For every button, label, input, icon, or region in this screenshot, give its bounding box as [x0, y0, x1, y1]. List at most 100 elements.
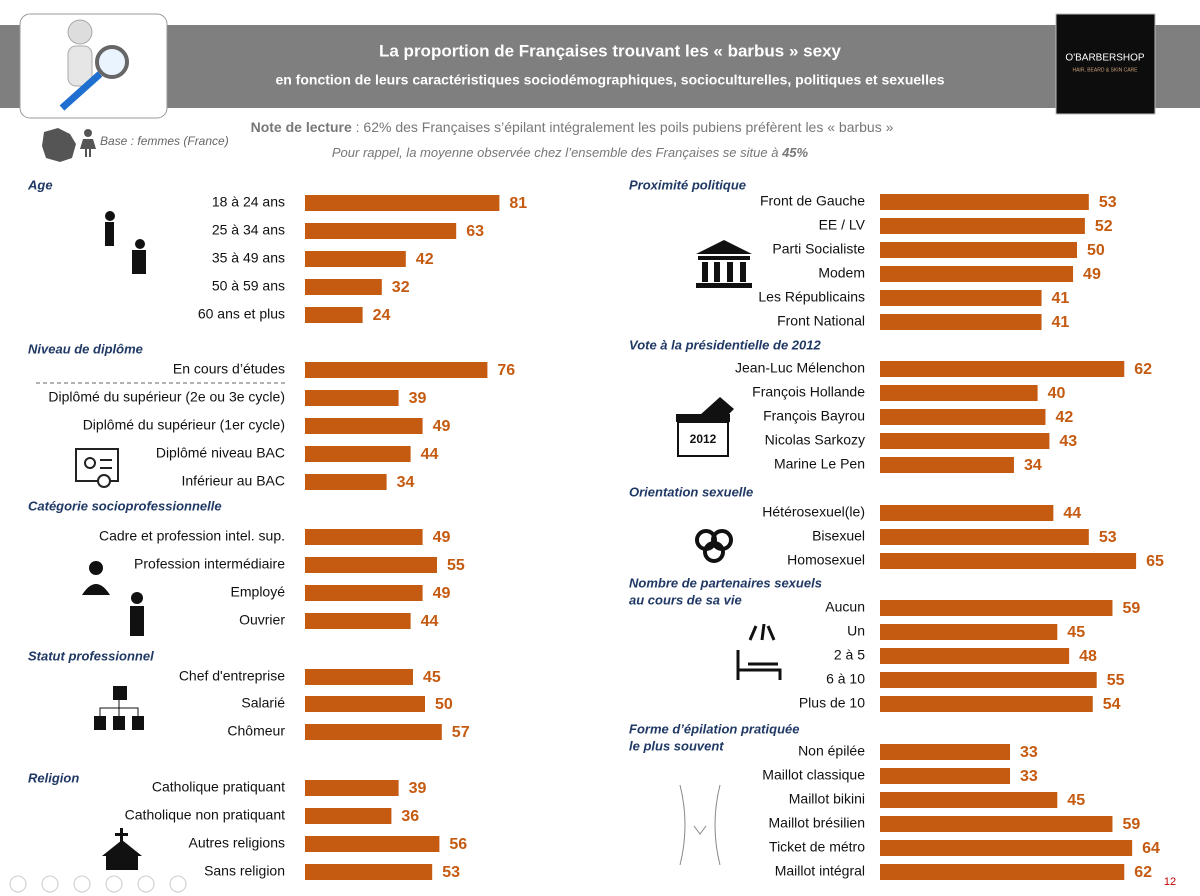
- value-label: 42: [416, 251, 434, 268]
- value-label: 45: [1067, 792, 1085, 809]
- bar: [305, 557, 437, 573]
- bar: [305, 529, 423, 545]
- value-label: 50: [435, 696, 453, 713]
- value-label: 41: [1052, 290, 1070, 307]
- bar: [880, 672, 1097, 688]
- logo-tagline: HAIR, BEARD & SKIN CARE: [1072, 67, 1138, 73]
- section-title: Nombre de partenaires sexuels: [629, 575, 822, 590]
- bar: [880, 385, 1038, 401]
- category-label: Diplômé du supérieur (2e ou 3e cycle): [48, 389, 285, 405]
- value-label: 50: [1087, 242, 1105, 259]
- bar: [880, 792, 1058, 808]
- value-label: 24: [373, 307, 391, 324]
- category-label: EE / LV: [819, 217, 866, 233]
- value-label: 81: [509, 195, 527, 212]
- category-label: Bisexuel: [812, 528, 865, 544]
- section-title: Catégorie socioprofessionnelle: [28, 498, 222, 513]
- bar: [305, 251, 406, 267]
- bar: [880, 361, 1125, 377]
- category-label: En cours d’études: [173, 361, 285, 377]
- bar: [305, 195, 500, 211]
- bar: [880, 505, 1054, 521]
- bar: [305, 696, 425, 712]
- bar: [305, 307, 363, 323]
- category-label: 2 à 5: [834, 647, 865, 663]
- bar: [305, 836, 440, 852]
- bar: [880, 409, 1046, 425]
- section-subtitle: le plus souvent: [629, 738, 724, 753]
- diploma-icon: [75, 448, 119, 488]
- bar: [880, 744, 1011, 760]
- bar: [305, 808, 392, 824]
- value-label: 53: [442, 864, 460, 881]
- bar: [305, 780, 399, 796]
- bar: [305, 669, 413, 685]
- category-label: Front National: [777, 313, 865, 329]
- value-label: 39: [409, 390, 427, 407]
- bar: [305, 223, 457, 239]
- category-label: Catholique pratiquant: [152, 779, 285, 795]
- category-label: Un: [847, 623, 865, 639]
- section-title: Statut professionnel: [28, 648, 154, 663]
- base-note: Base : femmes (France): [100, 134, 229, 148]
- category-label: Maillot bikini: [789, 791, 865, 807]
- bar: [880, 696, 1093, 712]
- woman-icon: [80, 129, 96, 157]
- value-label: 64: [1142, 840, 1160, 857]
- ballot-icon: [676, 397, 734, 457]
- category-label: Marine Le Pen: [774, 456, 865, 472]
- bar: [880, 218, 1085, 234]
- page-subtitle: en fonction de leurs caractéristiques so…: [275, 72, 944, 88]
- header-band: [0, 25, 1200, 108]
- bar: [305, 390, 399, 406]
- category-label: Employé: [231, 584, 286, 600]
- page-title: La proportion de Françaises trouvant les…: [379, 41, 842, 60]
- category-label: Diplômé du supérieur (1er cycle): [83, 417, 285, 433]
- value-label: 59: [1122, 816, 1140, 833]
- category-label: Chômeur: [227, 723, 285, 739]
- value-label: 56: [449, 836, 467, 853]
- value-label: 33: [1020, 768, 1038, 785]
- bar: [305, 724, 442, 740]
- age-icons: [105, 211, 146, 274]
- value-label: 54: [1103, 696, 1121, 713]
- category-label: François Bayrou: [763, 408, 865, 424]
- bar: [880, 529, 1089, 545]
- reminder-text: Pour rappel, la moyenne observée chez l’…: [332, 145, 782, 160]
- category-label: Salarié: [241, 695, 285, 711]
- bar: [880, 553, 1137, 569]
- body-icon: [679, 784, 721, 866]
- logo-text: O'BARBERSHOP: [1065, 53, 1144, 64]
- section-title: Proximité politique: [629, 177, 746, 192]
- category-label: Inférieur au BAC: [182, 473, 286, 489]
- section-title: Religion: [28, 770, 79, 785]
- category-label: Sans religion: [204, 863, 285, 879]
- value-label: 44: [421, 446, 439, 463]
- bar: [305, 418, 423, 434]
- value-label: 59: [1122, 600, 1140, 617]
- bar: [880, 768, 1011, 784]
- value-label: 39: [409, 780, 427, 797]
- section-title: Age: [27, 177, 53, 192]
- bar: [880, 266, 1074, 282]
- category-label: Parti Socialiste: [772, 241, 865, 257]
- category-label: 18 à 24 ans: [212, 194, 285, 210]
- value-label: 44: [421, 613, 439, 630]
- bar: [880, 864, 1125, 880]
- value-label: 53: [1099, 529, 1117, 546]
- value-label: 63: [466, 223, 484, 240]
- value-label: 33: [1020, 744, 1038, 761]
- page-number: 12: [1164, 876, 1176, 888]
- value-label: 34: [397, 474, 415, 491]
- institution-icon: [696, 240, 752, 288]
- category-label: Catholique non pratiquant: [125, 807, 285, 823]
- value-label: 49: [433, 585, 451, 602]
- category-label: Homosexuel: [787, 552, 865, 568]
- value-label: 57: [452, 724, 470, 741]
- value-label: 41: [1052, 314, 1070, 331]
- category-label: Ouvrier: [239, 612, 285, 628]
- category-label: Les Républicains: [758, 289, 865, 305]
- bar: [880, 624, 1058, 640]
